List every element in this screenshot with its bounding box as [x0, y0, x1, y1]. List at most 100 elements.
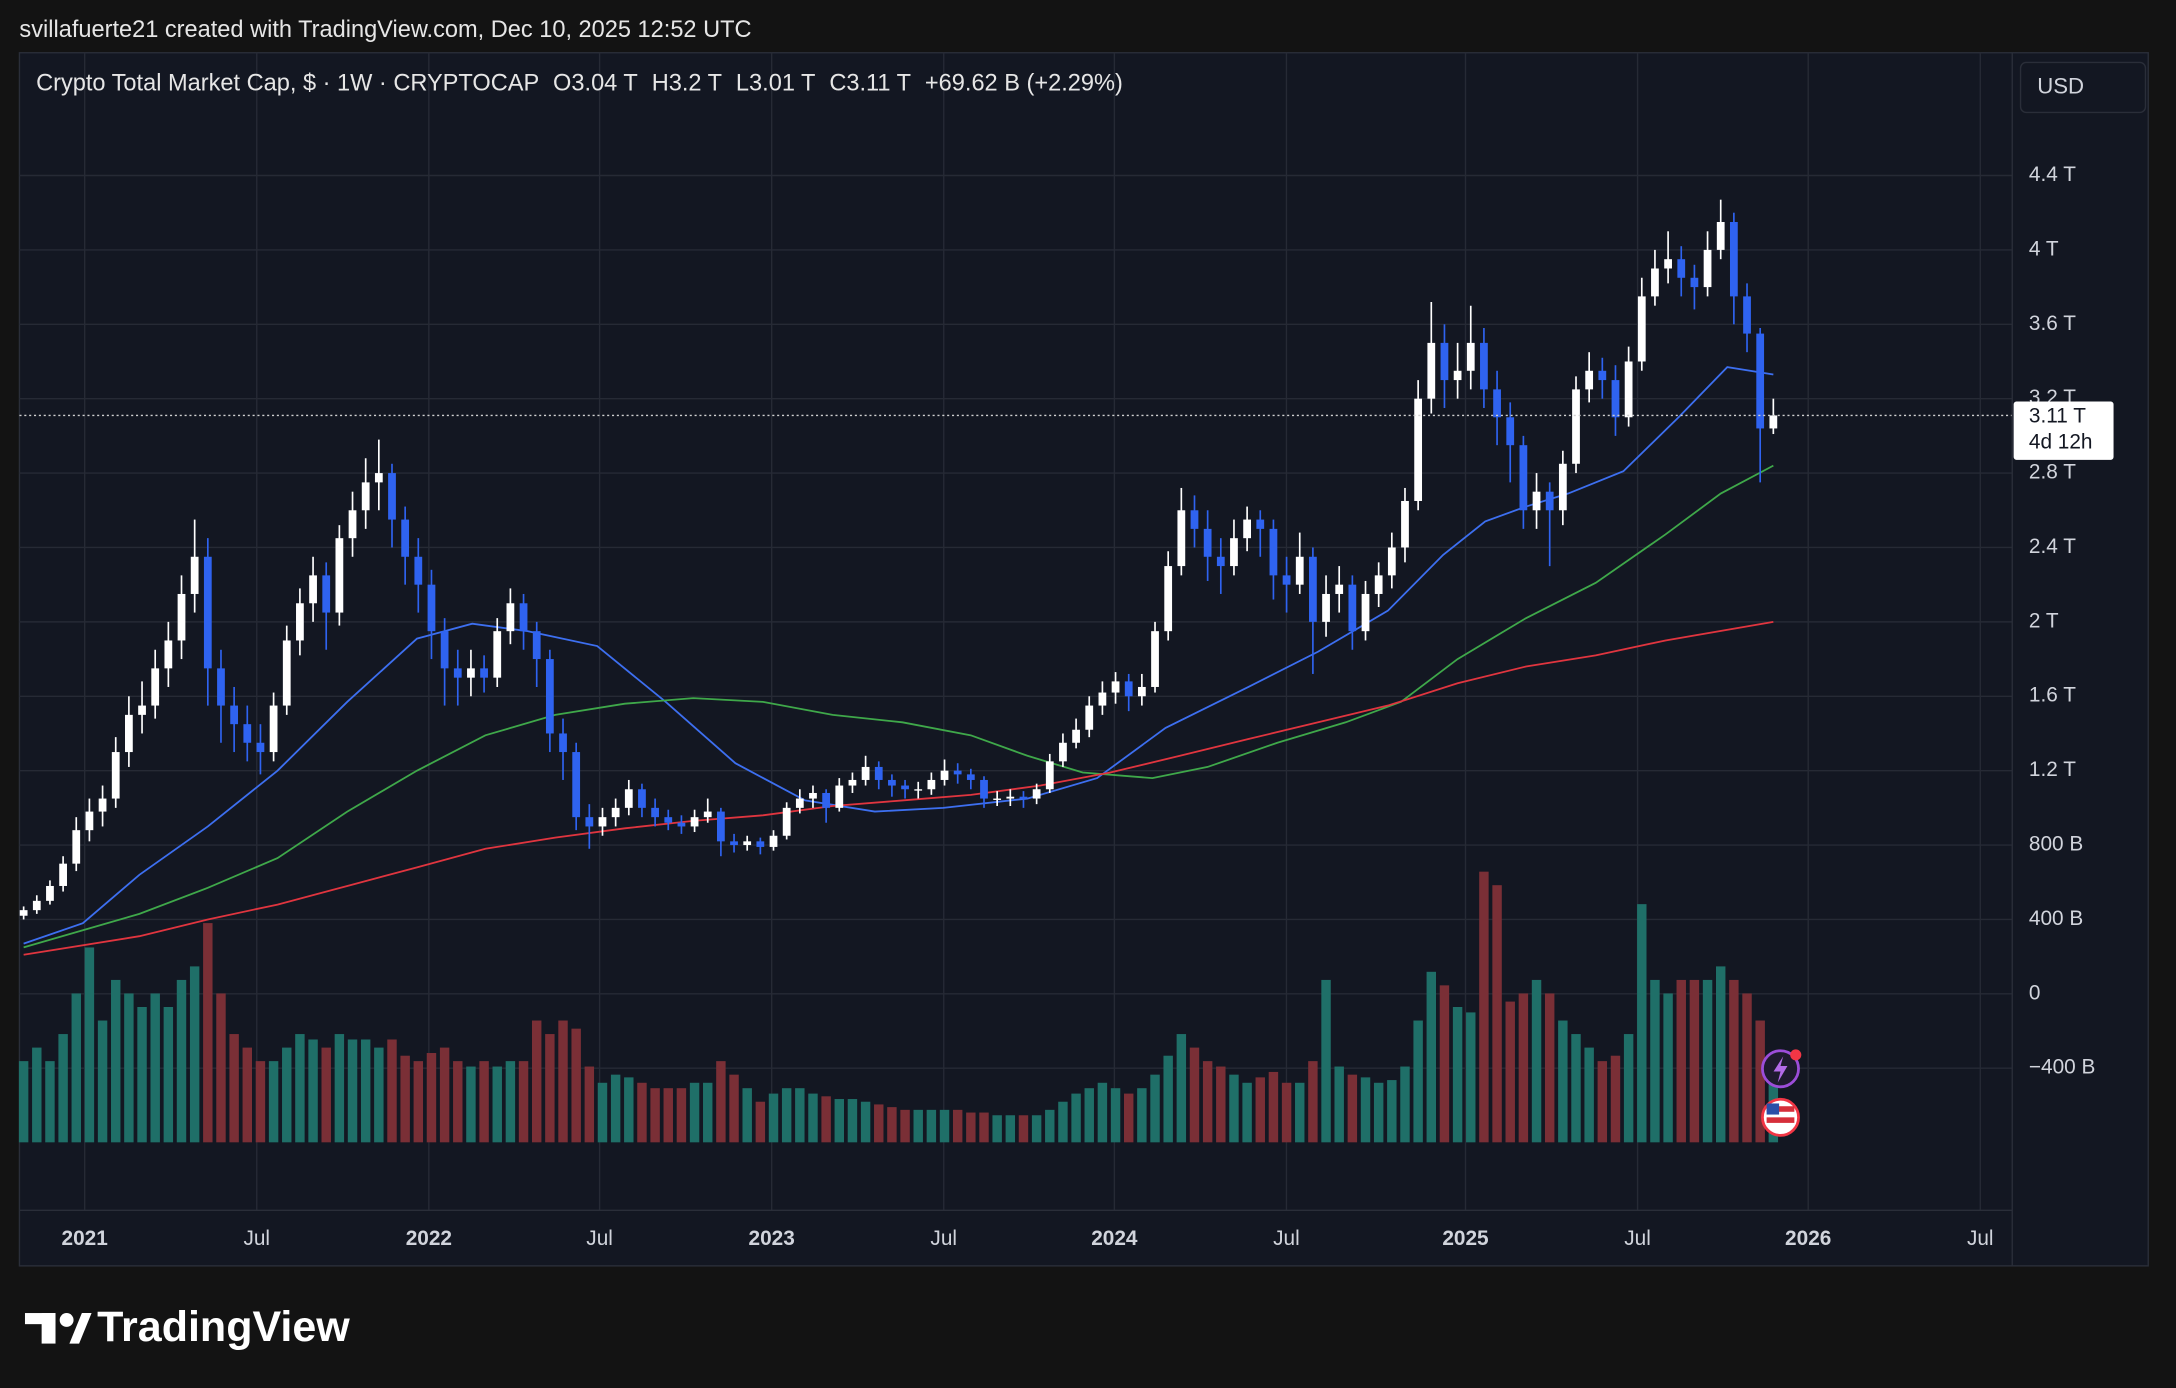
volume-bar	[111, 979, 121, 1143]
price-overlay: 3.11 T 4d 12h	[2013, 401, 2114, 460]
currency-label[interactable]: USD	[2037, 73, 2084, 98]
moving-average-line	[23, 464, 1774, 949]
volume-bar	[189, 966, 200, 1143]
volume-bar	[610, 1074, 621, 1143]
candle-body	[203, 556, 212, 669]
candle-body	[19, 910, 28, 916]
candle-body	[190, 556, 199, 594]
flag-stripe	[1766, 1117, 1795, 1123]
candle-body	[1651, 268, 1659, 297]
volume-bar	[1492, 885, 1502, 1143]
candle-body	[296, 603, 304, 641]
volume-bar	[1255, 1077, 1265, 1143]
volume-bar	[1242, 1082, 1252, 1143]
volume-bar	[1097, 1082, 1108, 1143]
volume-bar	[545, 1034, 555, 1143]
volume-bar	[1479, 871, 1489, 1143]
candle-body	[467, 668, 475, 678]
attribution: svillafuerte21 created with TradingView.…	[19, 16, 751, 42]
candle-body	[151, 668, 160, 706]
volume-bar	[992, 1115, 1002, 1143]
candle-body	[874, 766, 883, 780]
candle-body	[374, 473, 383, 483]
currency-button[interactable]	[2019, 61, 2147, 114]
candle-body	[1322, 593, 1330, 622]
volume-bar	[1268, 1071, 1279, 1143]
volume-bar	[334, 1034, 345, 1143]
candle-body	[1453, 370, 1462, 381]
candle-body	[1019, 796, 1028, 799]
volume-bar	[387, 1039, 397, 1143]
x-tick-label: 2021	[62, 1227, 108, 1250]
volume-bar	[163, 1006, 174, 1143]
candle-body	[1480, 342, 1488, 390]
volume-bar	[1137, 1088, 1147, 1143]
candle-body	[532, 631, 541, 660]
candle-body	[1545, 491, 1554, 511]
candle-body	[861, 766, 870, 780]
volume-bar	[374, 1047, 384, 1143]
volume-bar	[58, 1034, 68, 1143]
legend-open-label: O	[553, 70, 571, 96]
candle-body	[1151, 631, 1159, 687]
volume-bar	[1176, 1034, 1187, 1143]
candle-body	[1164, 566, 1173, 632]
volume-bar	[1031, 1115, 1042, 1143]
candle-body	[717, 811, 725, 842]
volume-bar	[1637, 904, 1647, 1143]
volume-bar	[1334, 1066, 1344, 1143]
candle-body	[1440, 342, 1449, 381]
volume-bar	[913, 1109, 923, 1143]
candle-body	[677, 822, 686, 827]
volume-bar	[768, 1093, 779, 1143]
candle-body	[1243, 519, 1251, 539]
volume-bar	[124, 993, 134, 1143]
plot-area	[18, 52, 2013, 1211]
candle-body	[217, 668, 225, 706]
candle-body	[1493, 389, 1501, 418]
candle-body	[506, 603, 515, 632]
y-tick-label: 400 B	[2029, 907, 2083, 930]
volume-bar	[1597, 1061, 1608, 1143]
volume-bar	[97, 1020, 108, 1143]
volume-bar	[703, 1082, 713, 1143]
candle-body	[427, 584, 436, 632]
candle-body	[388, 473, 396, 520]
candle-body	[1466, 342, 1475, 371]
volume-bar	[755, 1101, 766, 1143]
candle-body	[1269, 528, 1278, 576]
volume-bar	[939, 1109, 950, 1143]
volume-bar	[926, 1109, 937, 1143]
y-tick-label: 800 B	[2029, 833, 2083, 856]
logo-part	[41, 1313, 56, 1344]
volume-bar	[242, 1047, 253, 1143]
candle-body	[1624, 361, 1633, 418]
volume-bar	[229, 1034, 239, 1143]
x-tick-label: 2023	[749, 1227, 795, 1250]
volume-bar	[1321, 979, 1331, 1143]
candle-body	[1072, 729, 1080, 743]
volume-bar	[18, 1061, 29, 1143]
candle-body	[664, 817, 673, 823]
volume-bar	[84, 947, 95, 1143]
y-tick-label: 0	[2029, 981, 2041, 1004]
volume-bar	[1650, 979, 1660, 1143]
volume-bar	[834, 1099, 845, 1143]
bar-countdown: 4d 12h	[2029, 431, 2093, 454]
candle-body	[1374, 575, 1383, 594]
volume-bar	[1729, 979, 1739, 1143]
volume-bar	[1742, 993, 1752, 1143]
legend-low-label: L	[736, 70, 749, 96]
volume-bar	[1163, 1055, 1173, 1143]
volume-bar	[663, 1088, 673, 1143]
legend-low: 3.01 T	[749, 70, 815, 96]
candle-body	[1111, 681, 1120, 693]
candle-body	[638, 789, 646, 808]
x-tick-label: 2026	[1785, 1227, 1831, 1250]
volume-bar	[1360, 1077, 1371, 1143]
legend-close-label: C	[829, 70, 846, 96]
volume-bar	[1084, 1088, 1094, 1143]
candle-body	[1414, 398, 1423, 501]
volume-bar	[1531, 979, 1542, 1143]
candle-body	[822, 792, 831, 808]
